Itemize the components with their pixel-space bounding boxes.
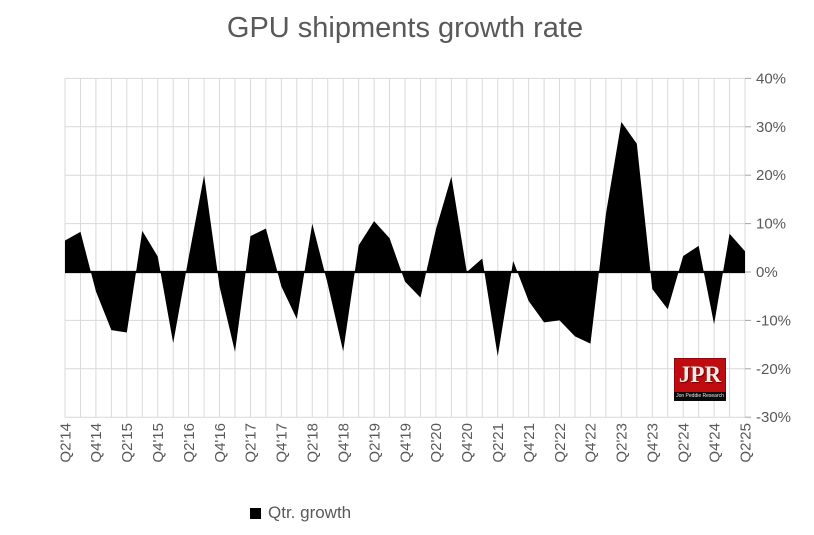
x-axis-label: Q2'20 bbox=[428, 423, 445, 463]
legend-label: Qtr. growth bbox=[268, 503, 352, 522]
chart-legend: Qtr. growth bbox=[250, 503, 351, 523]
y-axis-label: 0% bbox=[756, 264, 778, 281]
y-axis-label: -10% bbox=[756, 312, 791, 329]
y-axis-label: 30% bbox=[756, 119, 786, 136]
x-axis-label: Q4'21 bbox=[521, 423, 538, 463]
x-axis-label: Q4'22 bbox=[583, 423, 600, 463]
y-axis-label: -20% bbox=[756, 361, 791, 378]
y-axis-label: -30% bbox=[756, 409, 791, 426]
x-axis-label: Q2'14 bbox=[57, 423, 74, 463]
y-axis-label: 20% bbox=[756, 167, 786, 184]
x-axis-label: Q2'23 bbox=[614, 423, 631, 463]
legend-swatch-icon bbox=[250, 507, 261, 519]
x-axis-label: Q4'15 bbox=[150, 423, 167, 463]
x-axis-label: Q4'20 bbox=[459, 423, 476, 463]
jpr-logo-subtext: Jon Peddie Research bbox=[674, 392, 726, 401]
x-axis-label: Q2'17 bbox=[243, 423, 260, 463]
jpr-logo: JPR Jon Peddie Research bbox=[674, 358, 726, 401]
x-axis-label: Q4'16 bbox=[212, 423, 229, 463]
jpr-logo-text: JPR bbox=[678, 362, 722, 387]
x-axis-label: Q2'22 bbox=[552, 423, 569, 463]
qtr-growth-area-series bbox=[65, 121, 745, 357]
y-axis-label: 10% bbox=[756, 216, 786, 233]
x-axis-label: Q4'23 bbox=[645, 423, 662, 463]
x-axis-label: Q2'24 bbox=[675, 423, 692, 463]
x-axis-label: Q2'16 bbox=[181, 423, 198, 463]
x-axis-label: Q2'25 bbox=[737, 423, 754, 463]
x-axis-label: Q4'14 bbox=[88, 423, 105, 463]
chart-title: GPU shipments growth rate bbox=[226, 12, 584, 44]
x-axis-label: Q4'17 bbox=[274, 423, 291, 463]
x-axis-label: Q2'21 bbox=[490, 423, 507, 463]
x-axis-label: Q4'19 bbox=[397, 423, 414, 463]
y-axis-label: 40% bbox=[756, 70, 786, 87]
x-axis-label: Q2'18 bbox=[305, 423, 322, 463]
x-axis-label: Q2'19 bbox=[366, 423, 383, 463]
x-axis-label: Q2'15 bbox=[119, 423, 136, 463]
x-axis-label: Q4'24 bbox=[706, 423, 723, 463]
x-axis-label: Q4'18 bbox=[335, 423, 352, 463]
